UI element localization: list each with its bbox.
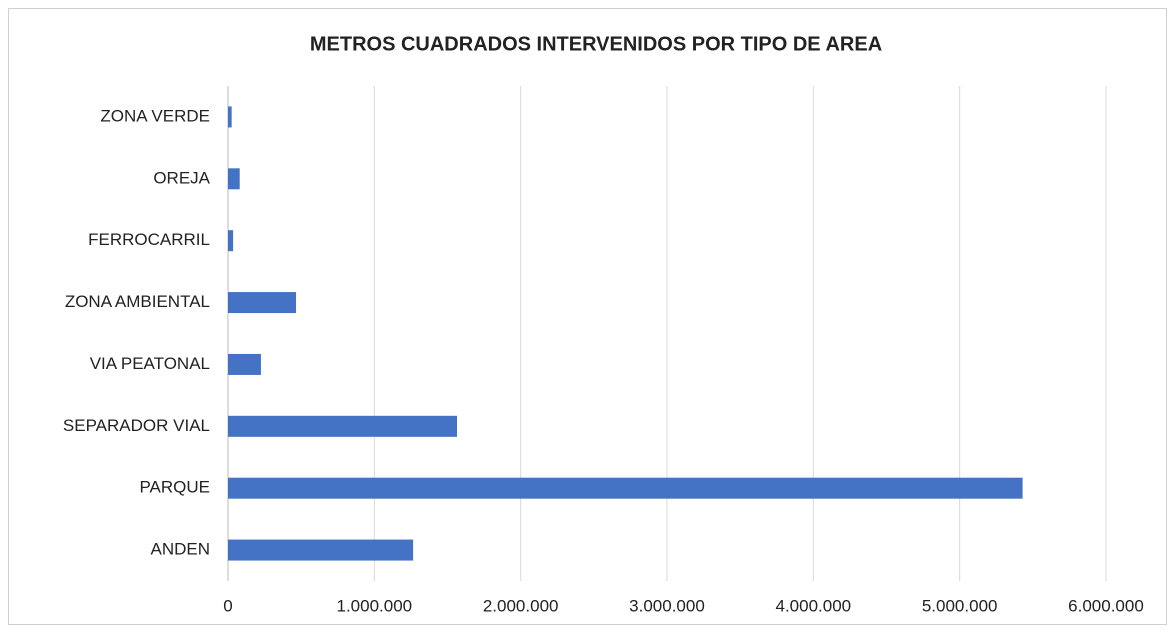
x-tick-label: 6.000.000 — [1068, 596, 1144, 615]
y-tick-label: VIA PEATONAL — [90, 354, 210, 373]
y-tick-label: ZONA AMBIENTAL — [65, 292, 210, 311]
bar — [228, 168, 240, 190]
chart-title: METROS CUADRADOS INTERVENIDOS POR TIPO D… — [310, 33, 882, 55]
bar — [228, 415, 458, 437]
x-tick-label: 5.000.000 — [922, 596, 998, 615]
x-tick-label: 1.000.000 — [337, 596, 413, 615]
x-tick-label: 4.000.000 — [776, 596, 852, 615]
y-tick-label: OREJA — [153, 168, 210, 187]
x-tick-label: 0 — [223, 596, 232, 615]
y-tick-label: ZONA VERDE — [100, 106, 210, 125]
bar — [228, 539, 414, 561]
x-tick-label: 3.000.000 — [629, 596, 705, 615]
chart-border — [8, 8, 1167, 625]
bar — [228, 477, 1023, 499]
bar — [228, 292, 297, 314]
bar — [228, 106, 232, 128]
bar — [228, 230, 234, 252]
y-tick-label: ANDEN — [150, 540, 210, 559]
bar — [228, 353, 261, 375]
y-tick-label: FERROCARRIL — [88, 230, 210, 249]
x-tick-label: 2.000.000 — [483, 596, 559, 615]
y-tick-label: PARQUE — [139, 478, 210, 497]
y-tick-label: SEPARADOR VIAL — [63, 416, 210, 435]
